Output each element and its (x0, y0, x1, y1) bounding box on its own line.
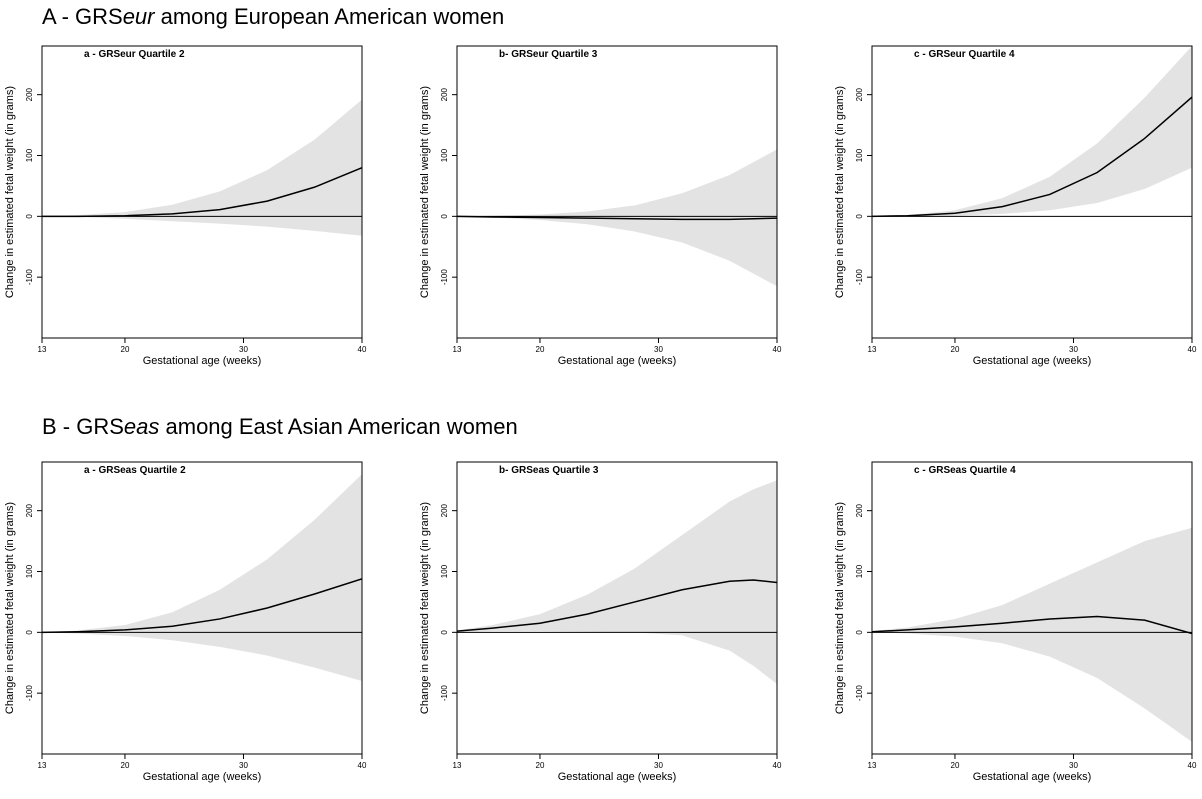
estimate-line (42, 578, 362, 634)
chart-panel-b-grseur-q3: 13 20 30 40 -100 0 100 200 Gestational age (week… (419, 45, 782, 367)
x-axis-title: Gestational age (weeks) (558, 771, 677, 783)
y-tick-label: 0 (855, 214, 864, 219)
y-tick-label: 200 (855, 503, 864, 517)
x-tick-label: 40 (773, 761, 782, 770)
plot-frame (41, 461, 363, 755)
panel-title: a - GRSeur Quartile 2 (84, 49, 185, 60)
x-tick-label: 20 (121, 345, 130, 354)
y-tick-label: 200 (855, 87, 864, 101)
y-tick-label: -100 (855, 269, 864, 286)
y-tick-label: 0 (440, 214, 449, 219)
panel-title: b- GRSeas Quartile 3 (499, 465, 599, 476)
y-axis-title: Change in estimated fetal weight (in gra… (4, 86, 16, 298)
section-title-b: B - GRSeas among East Asian American wom… (42, 414, 518, 440)
y-tick-label: -100 (440, 685, 449, 702)
x-tick-label: 30 (1069, 345, 1078, 354)
panel-title: a - GRSeas Quartile 2 (84, 465, 186, 476)
confidence-band (42, 474, 362, 681)
x-tick-label: 40 (1188, 345, 1197, 354)
x-tick-label: 40 (358, 761, 367, 770)
x-tick-label: 30 (1069, 761, 1078, 770)
x-tick-label: 40 (773, 345, 782, 354)
estimate-line (457, 579, 777, 632)
x-tick-label: 30 (654, 761, 663, 770)
y-tick-label: 100 (25, 148, 34, 162)
x-tick-label: 40 (1188, 761, 1197, 770)
x-tick-label: 20 (121, 761, 130, 770)
section-title-a-suffix: among European American women (154, 4, 505, 29)
confidence-band (872, 46, 1192, 217)
y-tick-label: 0 (440, 630, 449, 635)
x-tick-label: 30 (239, 345, 248, 354)
x-tick-label: 30 (239, 761, 248, 770)
y-tick-label: 100 (440, 564, 449, 578)
y-tick-label: 0 (855, 630, 864, 635)
section-title-a-italic: eur (122, 4, 155, 29)
y-tick-label: 200 (440, 503, 449, 517)
x-tick-label: 13 (868, 345, 877, 354)
plot-frame (456, 45, 778, 339)
y-axis-title: Change in estimated fetal weight (in gra… (834, 86, 846, 298)
panel-title: b- GRSeur Quartile 3 (499, 49, 598, 60)
plot-frame (871, 45, 1193, 339)
x-axis-title: Gestational age (weeks) (143, 355, 262, 367)
confidence-band (457, 480, 777, 685)
x-tick-label: 30 (654, 345, 663, 354)
section-title-b-suffix: among East Asian American women (159, 414, 518, 439)
x-tick-label: 20 (536, 345, 545, 354)
estimate-line (457, 215, 777, 221)
x-tick-label: 13 (453, 761, 462, 770)
x-axis-title: Gestational age (weeks) (973, 771, 1092, 783)
y-tick-label: 0 (25, 214, 34, 219)
x-tick-label: 13 (868, 761, 877, 770)
y-tick-label: 200 (25, 87, 34, 101)
y-tick-label: 200 (25, 503, 34, 517)
section-title-a-prefix: A - GRS (42, 4, 123, 29)
y-tick-label: 100 (855, 564, 864, 578)
chart-panel-c-grseur-q4: 13 20 30 40 -100 0 100 200 Gestational age (week… (834, 45, 1197, 367)
x-tick-label: 13 (38, 761, 47, 770)
confidence-band (872, 527, 1192, 742)
chart-panel-a-grseur-q2: 13 20 30 40 -100 0 100 200 Gestational age (week… (4, 45, 367, 367)
x-tick-label: 13 (453, 345, 462, 354)
section-title-a: A - GRSeur among European American women (42, 4, 504, 30)
y-tick-label: -100 (25, 269, 34, 286)
chart-panel-a-grseas-q2: 13 20 30 40 -100 0 100 200 Gestational age (week… (4, 461, 367, 783)
y-axis-title: Change in estimated fetal weight (in gra… (419, 86, 431, 298)
y-tick-label: -100 (855, 685, 864, 702)
y-axis-title: Change in estimated fetal weight (in gra… (834, 502, 846, 714)
x-tick-label: 20 (536, 761, 545, 770)
x-tick-label: 13 (38, 345, 47, 354)
y-tick-label: 100 (25, 564, 34, 578)
estimate-line (42, 166, 362, 218)
x-axis-title: Gestational age (weeks) (973, 355, 1092, 367)
y-tick-label: -100 (25, 685, 34, 702)
x-tick-label: 40 (358, 345, 367, 354)
y-tick-label: 200 (440, 87, 449, 101)
x-tick-label: 20 (951, 345, 960, 354)
panel-title: c - GRSeur Quartile 4 (914, 49, 1015, 60)
x-axis-title: Gestational age (weeks) (143, 771, 262, 783)
y-tick-label: -100 (440, 269, 449, 286)
confidence-band (42, 99, 362, 236)
plot-frame (456, 461, 778, 755)
x-axis-title: Gestational age (weeks) (558, 355, 677, 367)
chart-panel-b-grseas-q3: 13 20 30 40 -100 0 100 200 Gestational age (week… (419, 461, 782, 783)
section-title-b-italic: eas (123, 414, 160, 439)
y-tick-label: 0 (25, 630, 34, 635)
plot-frame (871, 461, 1193, 755)
estimate-line (872, 615, 1192, 635)
y-tick-label: 100 (855, 148, 864, 162)
chart-panel-c-grseas-q4: 13 20 30 40 -100 0 100 200 Gestational age (week… (834, 461, 1197, 783)
estimate-line (872, 96, 1192, 218)
panel-title: c - GRSeas Quartile 4 (914, 465, 1016, 476)
y-tick-label: 100 (440, 148, 449, 162)
y-axis-title: Change in estimated fetal weight (in gra… (419, 502, 431, 714)
y-axis-title: Change in estimated fetal weight (in gra… (4, 502, 16, 714)
plot-frame (41, 45, 363, 339)
x-tick-label: 20 (951, 761, 960, 770)
section-title-b-prefix: B - GRS (42, 414, 124, 439)
